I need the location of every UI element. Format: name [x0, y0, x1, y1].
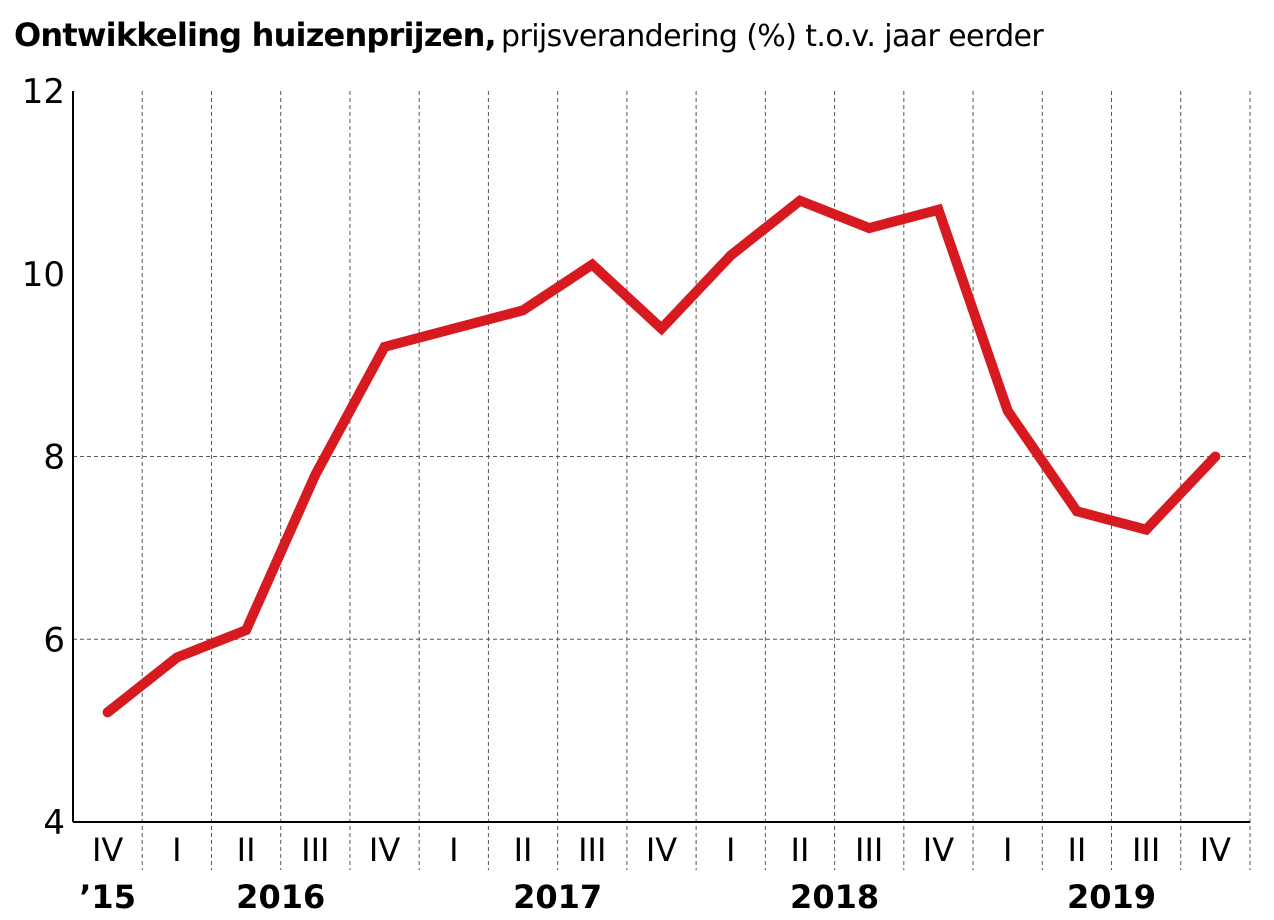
- data-point: [727, 252, 734, 259]
- y-tick-label: 6: [43, 620, 65, 660]
- y-tick-label: 8: [43, 438, 65, 478]
- y-tick-label: 10: [22, 255, 65, 295]
- data-point: [1143, 526, 1150, 533]
- year-label: 2016: [236, 878, 325, 916]
- data-point: [520, 307, 527, 314]
- year-label: 2019: [1067, 878, 1156, 916]
- data-point: [243, 627, 250, 634]
- x-tick-label: IV: [92, 831, 123, 869]
- data-point: [935, 206, 942, 213]
- axis-layer: [72, 91, 1250, 823]
- year-label: 2017: [513, 878, 602, 916]
- x-tick-label: IV: [646, 831, 677, 869]
- y-tick-label: 4: [43, 803, 65, 843]
- x-tick-label: IV: [1200, 831, 1231, 869]
- data-point: [658, 325, 665, 332]
- x-tick-label: IV: [923, 831, 954, 869]
- grid-layer: [73, 91, 1251, 870]
- data-point: [1212, 453, 1219, 460]
- x-tick-label: II: [514, 831, 533, 869]
- x-tick-label: II: [791, 831, 810, 869]
- data-point: [1073, 508, 1080, 515]
- x-tick-label: I: [172, 831, 181, 869]
- data-point: [866, 225, 873, 232]
- x-tick-label: I: [726, 831, 735, 869]
- series-layer: [102, 194, 1221, 718]
- data-point: [450, 325, 457, 332]
- data-point: [796, 197, 803, 204]
- year-label: ’15: [79, 878, 136, 916]
- data-point: [381, 343, 388, 350]
- chart-subtitle: prijsverandering (%) t.o.v. jaar eerder: [501, 19, 1044, 54]
- x-tick-label: IV: [369, 831, 400, 869]
- x-tick-label: III: [301, 831, 329, 869]
- x-tick-label: II: [237, 831, 256, 869]
- data-point: [104, 709, 111, 716]
- data-point: [589, 261, 596, 268]
- x-tick-label: III: [855, 831, 883, 869]
- data-point: [1004, 407, 1011, 414]
- y-tick-label: 12: [22, 72, 65, 112]
- chart-title: Ontwikkeling huizenprijzen,: [14, 16, 497, 54]
- data-point: [173, 654, 180, 661]
- year-label: 2018: [790, 878, 879, 916]
- chart-title-row: Ontwikkeling huizenprijzen, prijsverande…: [14, 16, 1044, 54]
- x-tick-label: II: [1067, 831, 1086, 869]
- data-point: [312, 471, 319, 478]
- x-tick-label: III: [578, 831, 606, 869]
- x-tick-label: I: [1003, 831, 1012, 869]
- x-tick-label: I: [449, 831, 458, 869]
- x-tick-label: III: [1132, 831, 1160, 869]
